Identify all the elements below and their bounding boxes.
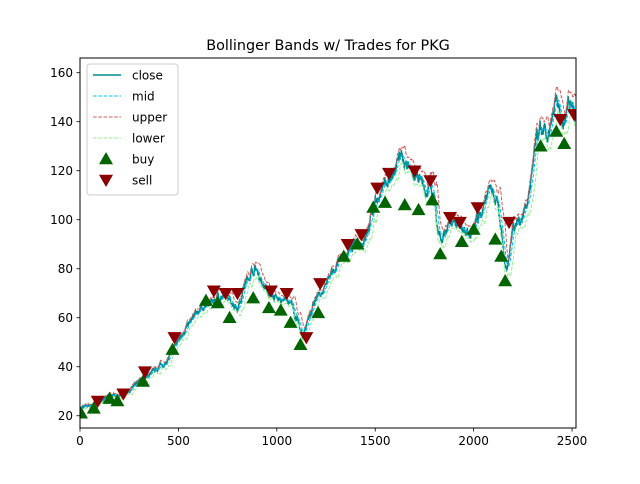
sell-marker (443, 212, 458, 225)
x-tick-label: 1000 (262, 434, 293, 448)
buy-marker (102, 391, 117, 404)
buy-marker (80, 406, 88, 419)
sell-marker (90, 395, 105, 409)
buy-marker (411, 202, 426, 216)
series-upper (80, 85, 576, 409)
x-tick-label: 2500 (557, 434, 588, 448)
buy-marker (311, 305, 326, 319)
buy-marker (366, 200, 381, 213)
sell-marker (263, 285, 278, 298)
sell-marker (452, 216, 467, 230)
buy-marker (533, 139, 548, 152)
sell-marker (382, 167, 397, 181)
sell-marker (470, 202, 485, 215)
y-tick-label: 80 (58, 262, 73, 276)
x-tick-label: 2000 (458, 434, 489, 448)
legend-lower-label: lower (132, 132, 165, 146)
chart-title: Bollinger Bands w/ Trades for PKG (206, 38, 450, 54)
buy-marker (198, 293, 213, 306)
series-lower (80, 110, 576, 411)
buy-marker (135, 374, 150, 387)
y-tick-label: 120 (50, 164, 73, 178)
buy-marker (350, 237, 365, 250)
buy-marker (293, 337, 308, 350)
sell-marker (553, 114, 568, 127)
legend-mid-label: mid (132, 90, 155, 104)
sell-marker (354, 229, 369, 242)
sell-marker (116, 388, 131, 401)
buy-marker (557, 136, 572, 150)
buy-marker (378, 195, 393, 208)
buy-marker (433, 247, 448, 260)
buy-marker (86, 401, 101, 414)
sell-marker (567, 109, 576, 122)
buy-marker (549, 124, 564, 137)
y-tick-label: 20 (58, 409, 73, 423)
x-tick-label: 0 (76, 434, 84, 448)
y-tick-label: 40 (58, 360, 73, 374)
legend: close mid upper lower buy sell (86, 63, 179, 196)
buy-marker (273, 303, 288, 316)
x-tick-label: 500 (167, 434, 190, 448)
sell-marker (218, 287, 233, 301)
buy-marker (246, 291, 261, 304)
plot-frame (79, 57, 577, 429)
buy-marker (165, 342, 180, 355)
legend-sell-marker (99, 174, 113, 187)
buy-marker (498, 273, 513, 287)
y-tick-label: 100 (50, 213, 73, 227)
sell-marker (370, 182, 385, 195)
marker-layer (80, 109, 576, 419)
buy-marker (425, 193, 440, 206)
sell-marker (206, 285, 221, 298)
buy-marker (110, 394, 125, 407)
sell-marker (137, 366, 152, 379)
sell-marker (167, 332, 182, 345)
series-layer (80, 85, 576, 411)
y-tick-label: 160 (50, 66, 73, 80)
buy-marker (454, 234, 469, 248)
sell-marker (313, 278, 328, 291)
x-tick-label: 1500 (360, 434, 391, 448)
sell-marker (423, 175, 438, 188)
buy-marker (466, 222, 481, 235)
buy-marker (261, 300, 276, 314)
buy-marker (397, 198, 412, 211)
buy-marker (488, 232, 503, 245)
legend-upper-label: upper (132, 111, 167, 125)
sell-marker (230, 287, 245, 301)
legend-buy-marker (99, 152, 113, 165)
buy-marker (283, 315, 298, 328)
y-tick-label: 140 (50, 115, 73, 129)
legend-buy-label: buy (132, 153, 154, 167)
sell-marker (299, 332, 314, 345)
buy-marker (222, 310, 237, 323)
buy-marker (336, 249, 351, 262)
sell-marker (340, 238, 355, 252)
y-tick-label: 60 (58, 311, 73, 325)
sell-marker (502, 216, 517, 230)
sell-marker (407, 165, 422, 178)
buy-marker (210, 296, 225, 309)
buy-marker (494, 249, 509, 262)
sell-marker (279, 287, 294, 301)
legend-close-label: close (132, 69, 163, 83)
series-mid (80, 99, 576, 410)
axis-layer: 0 500 1000 1500 2000 2500 20 40 60 80 100 120 140 160 (50, 66, 587, 448)
legend-sell-label: sell (132, 174, 152, 188)
